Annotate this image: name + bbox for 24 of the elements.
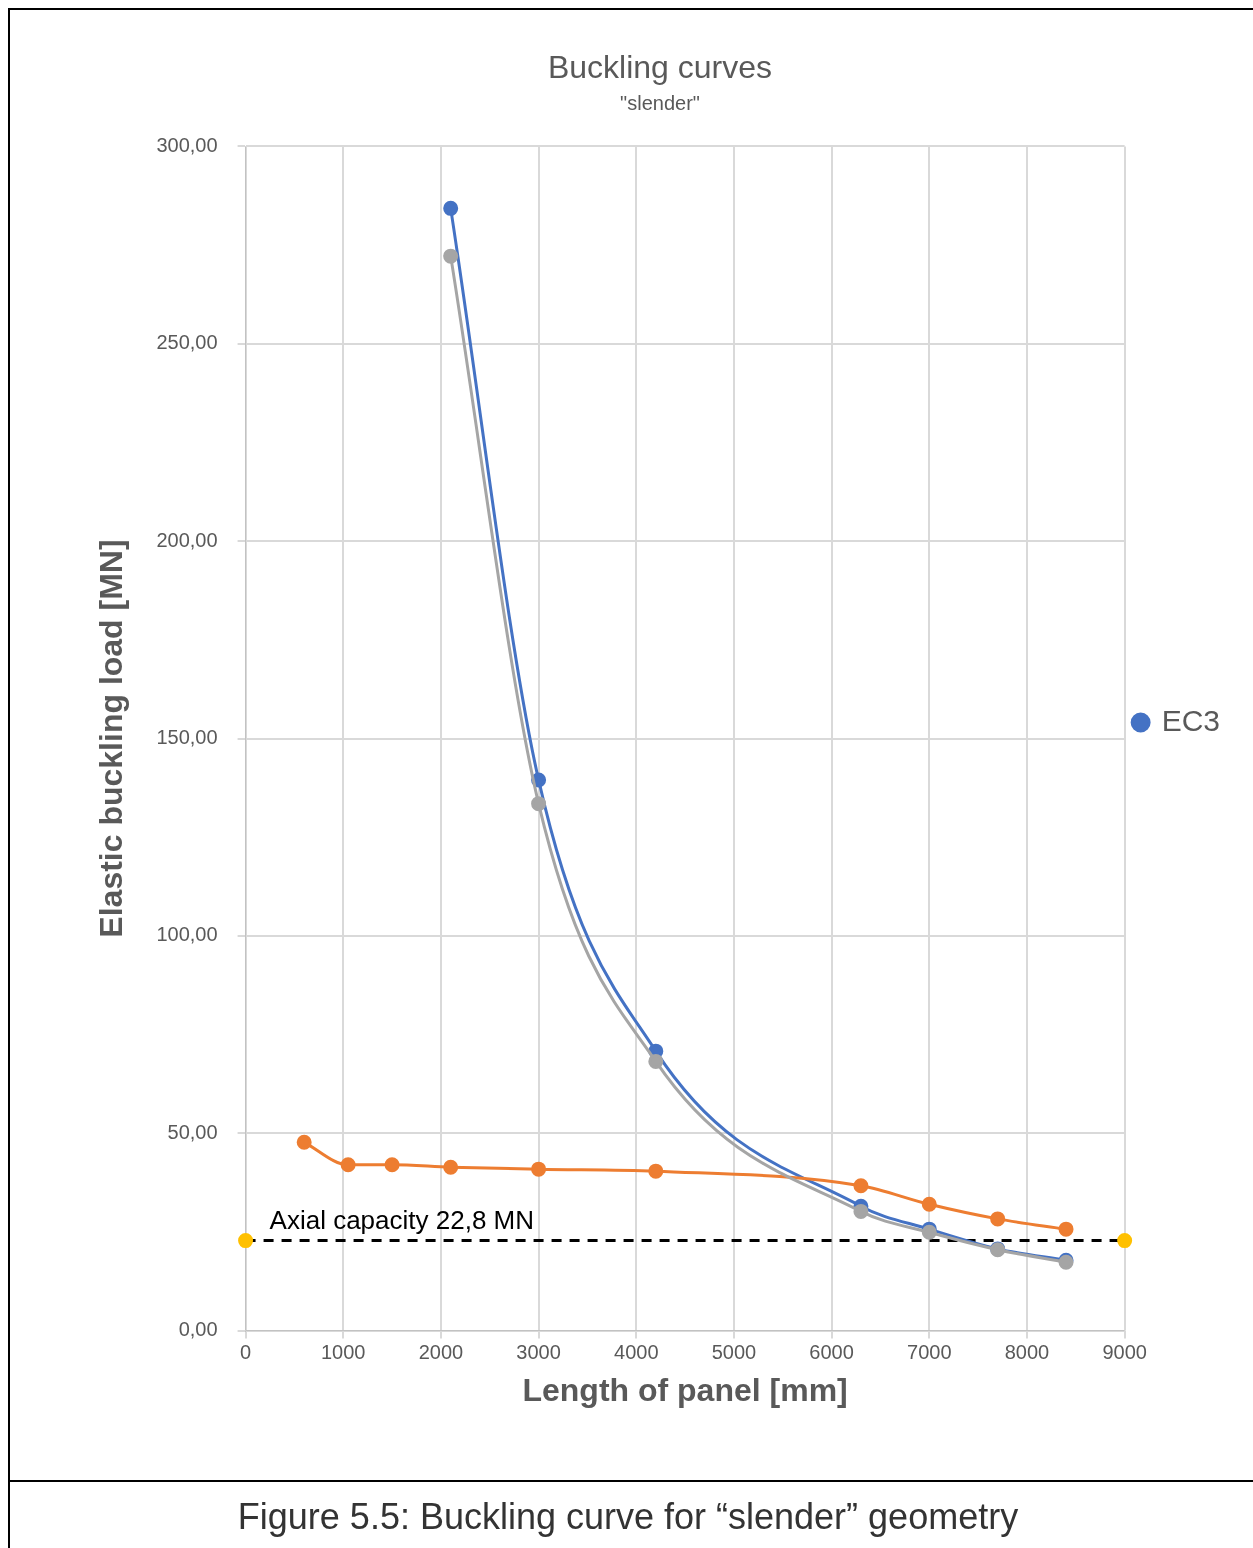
x-tick-label: 2000 [418,1341,464,1364]
x-tick-label: 6000 [809,1341,854,1364]
legend-label: EC3 [1161,703,1220,737]
y-tick-label: 200,00 [156,528,218,551]
x-tick-label: 1000 [321,1341,366,1364]
x-axis-title: Length of panel [mm] [522,1371,848,1408]
caption: Figure 5.5: Buckling curve for “slender” geometry [236,1496,1020,1538]
x-tick-label: 0 [240,1341,252,1364]
ref-line-label: Axial capacity 22,8 MN [269,1204,535,1235]
x-tick-label: 4000 [614,1341,659,1364]
x-tick-label: 3000 [516,1341,561,1364]
y-tick-label: 150,00 [156,726,218,749]
y-tick-label: 300,00 [156,133,218,156]
x-tick-label: 9000 [1102,1341,1147,1364]
y-tick-label: 50,00 [167,1120,218,1143]
y-tick-label: 250,00 [156,331,218,354]
y-axis-title: Elastic buckling load [MN] [93,539,130,938]
chart-title: Buckling curves [547,49,773,86]
y-tick-label: 100,00 [156,923,218,946]
chart-subtitle: "slender" [620,91,700,114]
y-tick-label: 0,00 [178,1318,218,1341]
x-tick-label: 7000 [907,1341,952,1364]
x-tick-label: 5000 [711,1341,757,1364]
x-tick-label: 8000 [1004,1341,1050,1364]
